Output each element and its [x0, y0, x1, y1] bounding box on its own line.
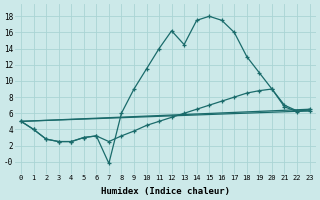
X-axis label: Humidex (Indice chaleur): Humidex (Indice chaleur) [101, 187, 230, 196]
